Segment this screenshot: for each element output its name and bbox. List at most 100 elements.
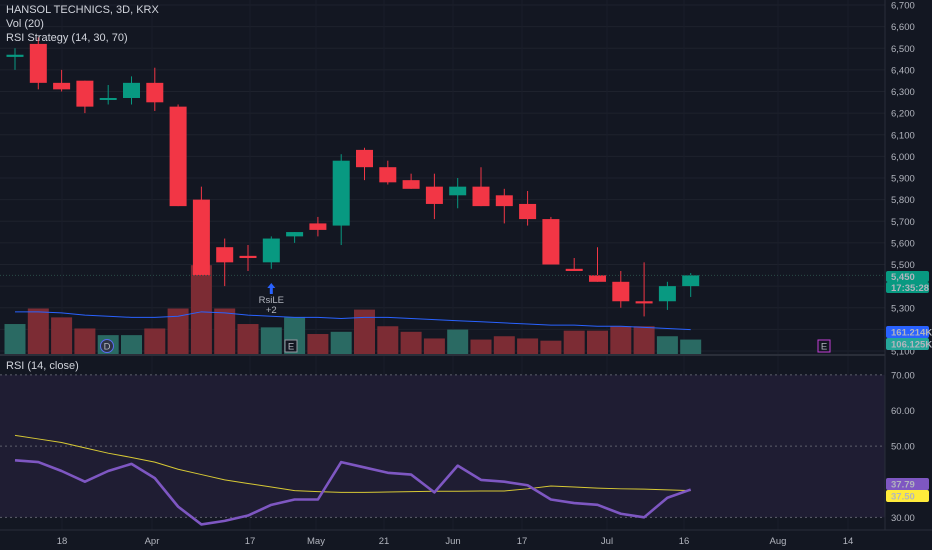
volume-bar [330,331,352,354]
time-tick-label: Jul [601,536,613,547]
time-tick-label: 14 [843,536,854,547]
candle-body[interactable] [262,238,280,263]
candle-body[interactable] [379,167,397,183]
candle-body[interactable] [519,203,537,220]
time-tick-label: 17 [245,536,256,547]
candle-body[interactable] [658,286,676,302]
dividend-marker-icon[interactable] [100,339,114,353]
volume-ma-badge-bg [886,326,929,338]
time-tick-label: 18 [57,536,68,547]
candle-body[interactable] [239,255,257,259]
rsi-legend[interactable]: RSI (14, close) [6,360,79,372]
price-tick-label: 6,500 [891,44,915,55]
rsi-ma-line [14,434,691,493]
candle-body[interactable] [146,82,164,103]
price-tick-label: 5,900 [891,174,915,185]
price-tick-label: 6,200 [891,109,915,120]
volume-badge-bg [886,338,929,350]
candle-body[interactable] [356,149,373,168]
candle-body[interactable] [29,43,47,83]
rsi-tick-label: 70.00 [891,370,915,381]
signal-label: RsiLE [259,295,284,306]
candle-body[interactable] [612,281,630,302]
candle-body[interactable] [76,80,94,107]
candle-body[interactable] [286,232,304,237]
volume-bar [587,330,608,354]
candle-body[interactable] [332,160,350,226]
earnings-marker-label: E [288,342,294,353]
volume-badge: 106.125K [891,340,932,351]
candle-body[interactable] [402,180,420,189]
volume-legend[interactable]: Vol (20) [6,18,44,30]
rsi-tick-label: 60.00 [891,406,915,417]
price-tick-label: 5,800 [891,195,915,206]
volume-bar [214,308,236,354]
earnings-marker-icon[interactable] [284,339,298,353]
candle-body[interactable] [589,275,606,282]
price-badge-countdown-bg [886,282,929,293]
price-tick-label: 5,100 [891,347,915,358]
volume-bar [400,331,422,354]
volume-bar [423,338,445,354]
time-tick-label: 21 [379,536,390,547]
volume-bar [4,324,26,354]
candle-body[interactable] [565,268,583,271]
candle-body[interactable] [216,247,234,263]
volume-bar [74,328,96,354]
candle-body[interactable] [53,82,71,90]
volume-bar [27,308,49,354]
rsi-badge-bg [886,478,929,490]
price-tick-label: 6,300 [891,87,915,98]
candle-body[interactable] [6,54,24,57]
rsi-tick-label: 50.00 [891,442,915,453]
volume-bar [144,328,166,354]
price-badge-countdown: 17:35:28 [891,283,929,294]
earnings-future-label: E [821,342,827,353]
volume-bar [633,326,655,354]
rsi-band [0,374,885,518]
rsi-tick-label: 30.00 [891,513,915,524]
volume-bar [447,329,469,354]
candle-body[interactable] [425,186,443,204]
candle-body[interactable] [309,223,327,230]
volume-bar [121,335,142,354]
volume-bar [493,336,515,354]
time-tick-label: Aug [770,536,787,547]
volume-bar [51,317,73,354]
time-axis-panel[interactable] [0,530,932,550]
candle-body[interactable] [449,186,467,196]
candle-body[interactable] [635,301,653,304]
candle-body[interactable] [495,195,513,207]
price-tick-label: 6,600 [891,22,915,33]
candle-body[interactable] [472,186,490,207]
price-tick-label: 6,400 [891,65,915,76]
candle-body[interactable] [99,97,117,100]
rsi-line [14,459,692,526]
price-badge-value: 5,450 [891,272,915,283]
earnings-future-marker-icon[interactable] [817,339,831,353]
candle-body[interactable] [542,219,560,265]
price-tick-label: 6,100 [891,130,915,141]
candle-body[interactable] [192,199,210,276]
volume-bar [354,309,375,354]
candle-body[interactable] [682,275,700,287]
volume-bar [190,265,212,354]
price-tick-label: 5,700 [891,217,915,228]
candle-body[interactable] [123,82,140,98]
rsi-ma-badge: 37.50 [891,492,915,503]
price-tick-label: 5,300 [891,303,915,314]
volume-bar [656,336,678,354]
rsi-ma-badge-bg [886,490,929,502]
strategy-legend[interactable]: RSI Strategy (14, 30, 70) [6,32,128,44]
volume-bar [470,339,492,354]
price-tick-label: 5,500 [891,260,915,271]
volume-bar [540,340,562,354]
volume-bar [610,326,632,354]
price-badge-value-bg [886,271,929,282]
volume-bar [563,330,585,354]
time-tick-label: Jun [445,536,460,547]
candle-body[interactable] [169,106,187,207]
price-tick-label: 5,600 [891,238,915,249]
